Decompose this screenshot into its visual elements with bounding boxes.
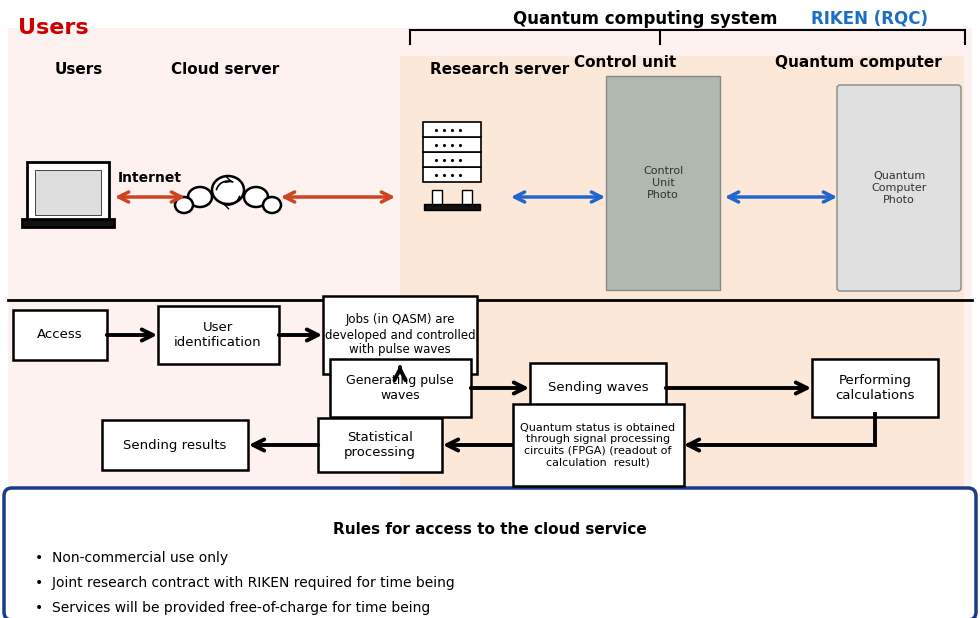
- Text: Quantum
Computer
Photo: Quantum Computer Photo: [871, 171, 927, 205]
- FancyBboxPatch shape: [424, 204, 480, 210]
- FancyBboxPatch shape: [432, 190, 442, 205]
- FancyBboxPatch shape: [323, 296, 477, 374]
- Text: Jobs (in QASM) are
developed and controlled
with pulse waves: Jobs (in QASM) are developed and control…: [324, 313, 475, 357]
- Text: •  Non-commercial use only: • Non-commercial use only: [35, 551, 228, 565]
- Text: Sending waves: Sending waves: [548, 381, 649, 394]
- Ellipse shape: [212, 176, 244, 204]
- FancyBboxPatch shape: [513, 404, 683, 486]
- FancyBboxPatch shape: [8, 300, 972, 488]
- FancyBboxPatch shape: [423, 166, 481, 182]
- FancyBboxPatch shape: [27, 161, 109, 221]
- Text: Performing
calculations: Performing calculations: [835, 374, 914, 402]
- Ellipse shape: [175, 197, 193, 213]
- Text: Statistical
processing: Statistical processing: [344, 431, 416, 459]
- Text: Cloud server: Cloud server: [171, 62, 279, 77]
- FancyBboxPatch shape: [400, 56, 964, 300]
- Ellipse shape: [244, 187, 268, 207]
- Text: Rules for access to the cloud service: Rules for access to the cloud service: [333, 522, 647, 537]
- Text: User
identification: User identification: [174, 321, 262, 349]
- FancyBboxPatch shape: [462, 190, 472, 205]
- Text: Internet: Internet: [118, 171, 182, 185]
- FancyBboxPatch shape: [606, 76, 720, 290]
- FancyBboxPatch shape: [530, 363, 666, 413]
- FancyBboxPatch shape: [837, 85, 961, 291]
- FancyBboxPatch shape: [102, 420, 248, 470]
- Text: Access: Access: [37, 329, 83, 342]
- Ellipse shape: [263, 197, 281, 213]
- FancyBboxPatch shape: [35, 169, 101, 214]
- Text: Quantum computing system: Quantum computing system: [513, 10, 777, 28]
- Text: Quantum status is obtained
through signal processing
circuits (FPGA) (readout of: Quantum status is obtained through signa…: [520, 423, 675, 467]
- FancyBboxPatch shape: [423, 137, 481, 151]
- Text: Control
Unit
Photo: Control Unit Photo: [643, 166, 683, 200]
- Text: Sending results: Sending results: [123, 439, 226, 452]
- FancyBboxPatch shape: [423, 122, 481, 137]
- FancyBboxPatch shape: [4, 488, 976, 618]
- FancyBboxPatch shape: [13, 310, 107, 360]
- FancyBboxPatch shape: [329, 359, 470, 417]
- Text: RIKEN (RQC): RIKEN (RQC): [811, 10, 928, 28]
- FancyBboxPatch shape: [22, 219, 114, 227]
- FancyBboxPatch shape: [8, 28, 972, 300]
- FancyBboxPatch shape: [423, 151, 481, 166]
- FancyBboxPatch shape: [400, 300, 964, 488]
- FancyBboxPatch shape: [158, 306, 278, 364]
- Text: Quantum computer: Quantum computer: [774, 55, 942, 70]
- Text: Generating pulse
waves: Generating pulse waves: [346, 374, 454, 402]
- Text: Research server: Research server: [430, 62, 569, 77]
- Text: Users: Users: [18, 18, 88, 38]
- Text: •  Services will be provided free-of-charge for time being: • Services will be provided free-of-char…: [35, 601, 430, 615]
- FancyBboxPatch shape: [318, 418, 442, 472]
- Ellipse shape: [188, 187, 212, 207]
- Text: •  Joint research contract with RIKEN required for time being: • Joint research contract with RIKEN req…: [35, 576, 455, 590]
- Text: Users: Users: [55, 62, 103, 77]
- Text: Control unit: Control unit: [574, 55, 676, 70]
- FancyBboxPatch shape: [812, 359, 938, 417]
